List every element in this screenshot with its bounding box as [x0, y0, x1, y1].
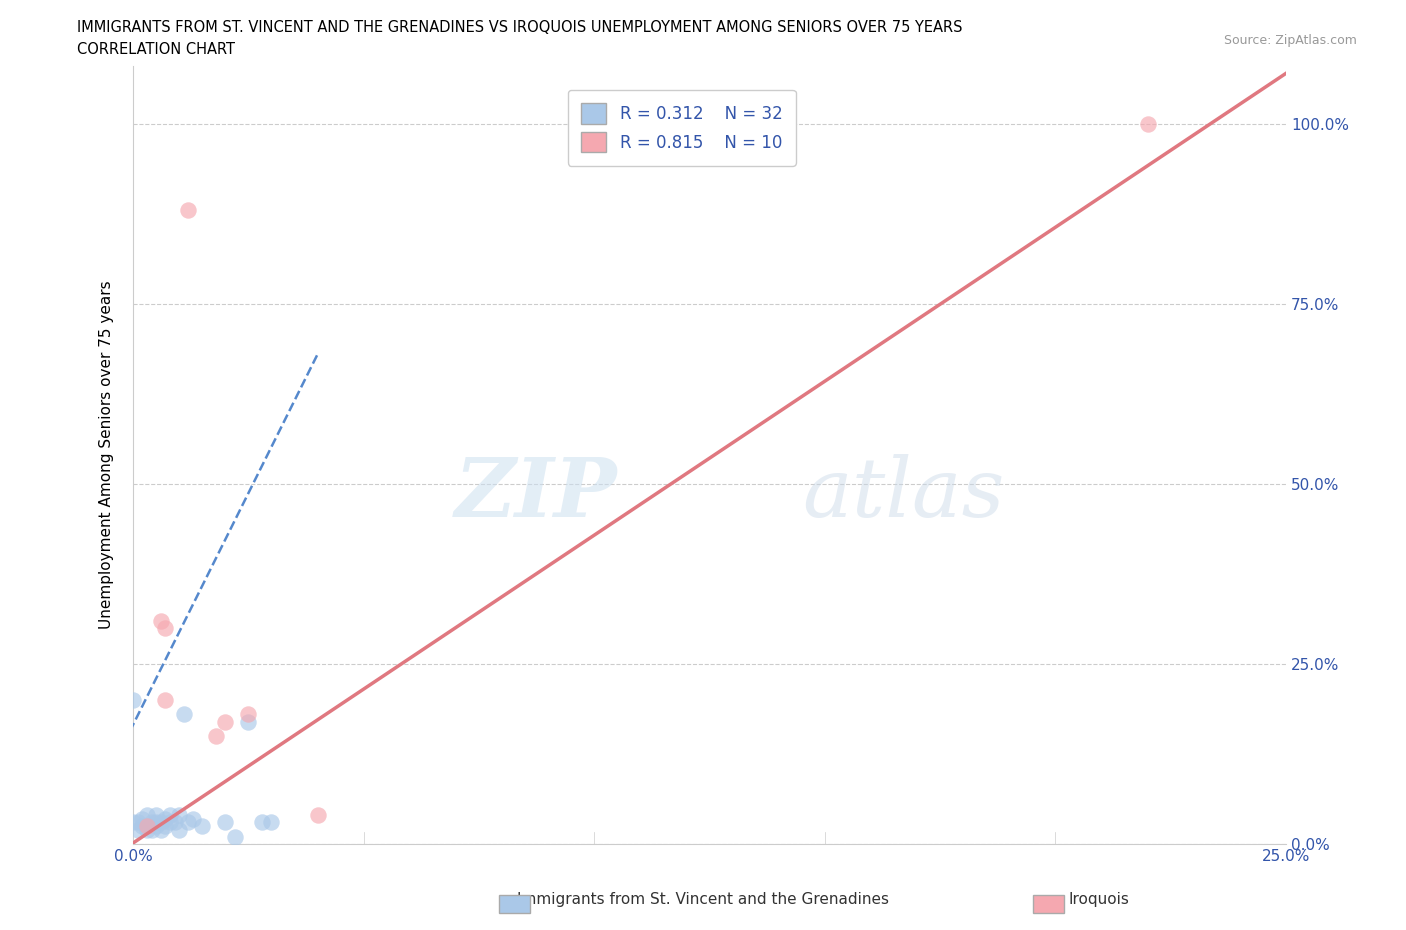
Point	[122, 815, 145, 830]
Point	[167, 808, 190, 823]
Legend: R = 0.312    N = 32, R = 0.815    N = 10: R = 0.312 N = 32, R = 0.815 N = 10	[568, 90, 796, 166]
Point	[127, 822, 149, 837]
Point	[252, 815, 274, 830]
Point	[191, 818, 214, 833]
Point	[149, 613, 172, 628]
Point	[131, 811, 153, 826]
Text: Iroquois: Iroquois	[1069, 892, 1129, 907]
Point	[260, 815, 283, 830]
Point	[131, 818, 153, 833]
Point	[155, 818, 177, 833]
Point	[136, 822, 159, 837]
Point	[136, 808, 159, 823]
Point	[145, 818, 167, 833]
Point	[214, 714, 236, 729]
Point	[177, 203, 200, 218]
Point	[177, 815, 200, 830]
Point	[141, 815, 163, 830]
Point	[127, 815, 149, 830]
Text: CORRELATION CHART: CORRELATION CHART	[77, 42, 235, 57]
Point	[307, 808, 329, 823]
Point	[149, 822, 172, 837]
Text: ZIP: ZIP	[454, 454, 617, 534]
Point	[155, 620, 177, 635]
Point	[141, 822, 163, 837]
Text: atlas: atlas	[801, 454, 1004, 534]
Text: IMMIGRANTS FROM ST. VINCENT AND THE GRENADINES VS IROQUOIS UNEMPLOYMENT AMONG SE: IMMIGRANTS FROM ST. VINCENT AND THE GREN…	[77, 20, 963, 35]
Point	[205, 728, 228, 743]
Text: Immigrants from St. Vincent and the Grenadines: Immigrants from St. Vincent and the Gren…	[517, 892, 889, 907]
Point	[159, 815, 181, 830]
Point	[163, 815, 186, 830]
Point	[181, 811, 204, 826]
Text: Source: ZipAtlas.com: Source: ZipAtlas.com	[1223, 34, 1357, 47]
Point	[136, 818, 159, 833]
Point	[159, 808, 181, 823]
Point	[145, 808, 167, 823]
Point	[214, 815, 236, 830]
Point	[149, 815, 172, 830]
Point	[173, 707, 195, 722]
Point	[145, 815, 167, 830]
Point	[238, 707, 260, 722]
Point	[122, 693, 145, 708]
Point	[155, 693, 177, 708]
Point	[136, 818, 159, 833]
Point	[167, 822, 190, 837]
Point	[155, 811, 177, 826]
Y-axis label: Unemployment Among Seniors over 75 years: Unemployment Among Seniors over 75 years	[100, 281, 114, 630]
Point	[238, 714, 260, 729]
Point	[224, 830, 246, 844]
Point	[1136, 116, 1159, 131]
